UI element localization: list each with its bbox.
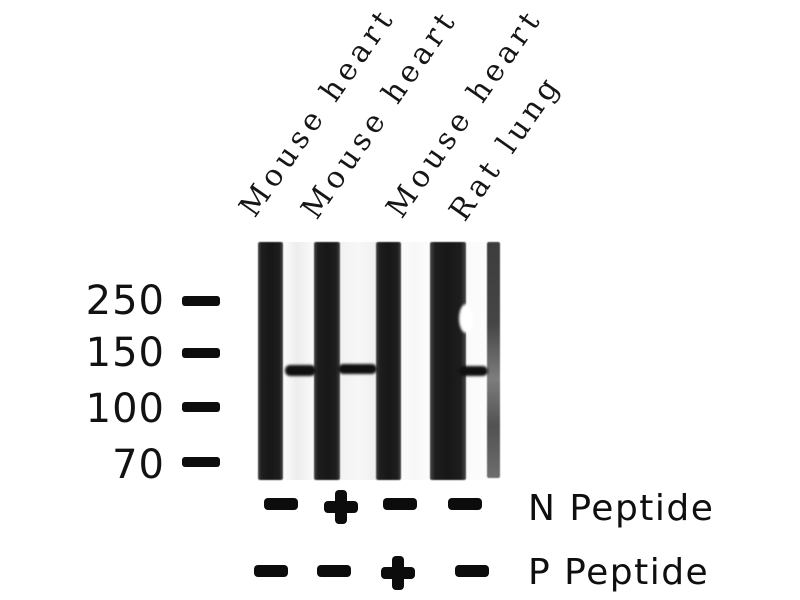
- n-peptide-row-label: N Peptide: [528, 488, 715, 529]
- peptide-symbol: +: [319, 485, 363, 529]
- mw-tick-100: [182, 402, 220, 412]
- mw-tick-150: [182, 348, 220, 358]
- blot-stripe-3: [376, 242, 401, 480]
- peptide-symbol: -: [312, 549, 356, 593]
- lane-gap-1: [284, 242, 314, 480]
- blot-stripe-5: [487, 242, 500, 478]
- peptide-symbol: -: [259, 482, 303, 526]
- peptide-symbol: +: [376, 551, 420, 595]
- lane-gap-4: [466, 242, 487, 480]
- blot-stripe-2: [314, 242, 340, 480]
- blot-stripe-4: [430, 242, 466, 480]
- peptide-symbol: -: [378, 482, 422, 526]
- lane-gap-2: [340, 242, 376, 480]
- p-peptide-row-label: P Peptide: [528, 552, 710, 593]
- protein-band-lane-4: [459, 366, 488, 376]
- peptide-symbol: -: [450, 549, 494, 593]
- protein-band-lane-1: [285, 365, 316, 376]
- blot-stripe-4-notch: [459, 304, 473, 333]
- mw-label-150: 150: [85, 330, 165, 376]
- peptide-symbol: -: [249, 549, 293, 593]
- lane-gap-3: [400, 242, 431, 480]
- protein-band-lane-2: [338, 364, 377, 374]
- mw-label-250: 250: [85, 278, 165, 324]
- blot-stripe-1: [258, 242, 283, 480]
- mw-label-100: 100: [85, 386, 165, 432]
- peptide-symbol: -: [443, 482, 487, 526]
- mw-tick-70: [182, 457, 220, 467]
- mw-tick-250: [182, 296, 220, 306]
- mw-label-70: 70: [112, 442, 165, 488]
